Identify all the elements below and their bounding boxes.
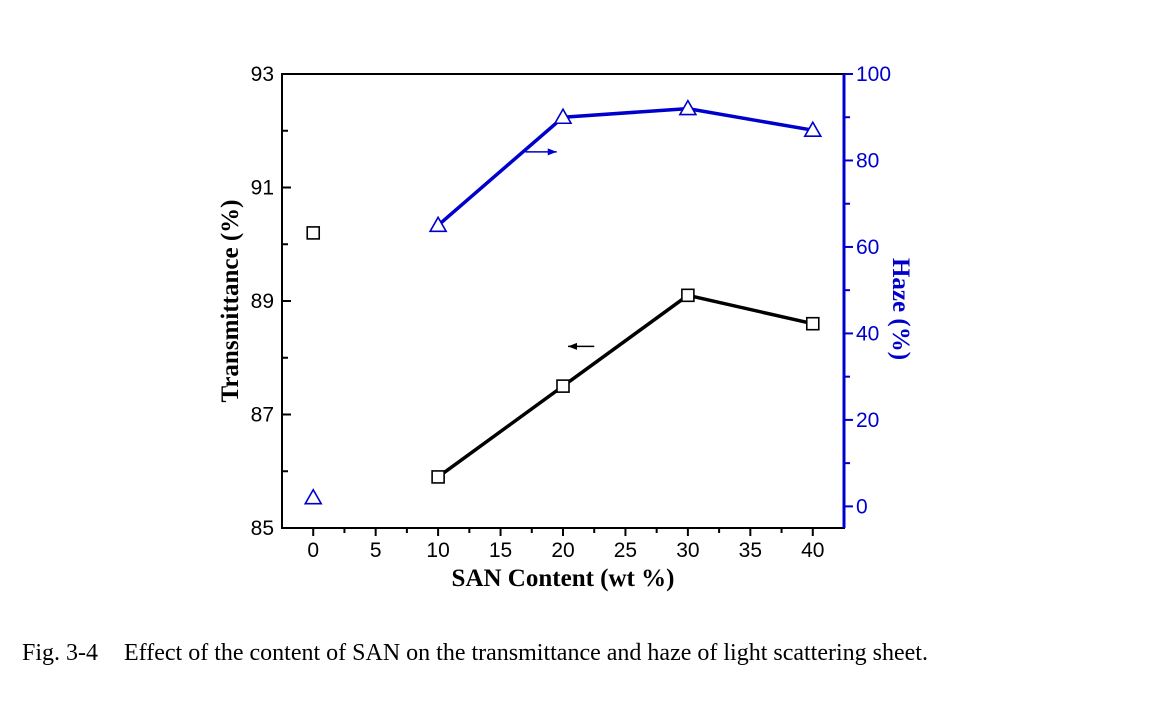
- caption-text: Effect of the content of SAN on the tran…: [124, 640, 928, 666]
- transmittance-marker: [556, 379, 570, 393]
- haze-marker: [678, 98, 698, 116]
- y-axis-title: Transmittance (%): [217, 200, 244, 403]
- haze-marker: [428, 215, 448, 233]
- x-axis-title: SAN Content (wt %): [452, 565, 675, 592]
- x-tick-label: 5: [370, 539, 382, 562]
- y-tick-label: 91: [251, 177, 274, 200]
- x-tick-label: 10: [426, 539, 449, 562]
- x-tick-label: 30: [676, 539, 699, 562]
- figure-caption: Fig. 3-4 Effect of the content of SAN on …: [22, 640, 1142, 667]
- plot-frame: [281, 73, 845, 529]
- caption-number: Fig. 3-4: [22, 640, 99, 666]
- x-tick-label: 35: [739, 539, 762, 562]
- transmittance-marker: [681, 288, 695, 303]
- y2-tick-label: 60: [856, 236, 879, 259]
- x-tick-label: 15: [489, 539, 512, 562]
- axis-ticks: [282, 73, 853, 536]
- x-tick-label: 0: [307, 539, 319, 562]
- haze-marker: [553, 107, 573, 125]
- x-tick-label: 25: [614, 539, 637, 562]
- y2-tick-label: 40: [856, 322, 879, 345]
- x-tick-label: 20: [551, 539, 574, 562]
- y-tick-label: 93: [251, 63, 274, 86]
- y-tick-label: 85: [251, 517, 274, 540]
- y2-tick-label: 80: [856, 149, 879, 172]
- series-markers: [303, 98, 823, 505]
- y2-tick-label: 20: [856, 409, 879, 432]
- annotation-arrow-head: [547, 148, 557, 156]
- transmittance-marker: [306, 226, 321, 240]
- annotation-arrow-head: [567, 342, 577, 350]
- y2-tick-label: 100: [856, 63, 891, 86]
- transmittance-marker: [805, 316, 820, 331]
- x-tick-label: 40: [801, 539, 824, 562]
- haze-marker: [803, 120, 823, 138]
- transmittance-marker: [431, 470, 445, 484]
- y-tick-label: 87: [251, 404, 274, 427]
- haze-marker: [303, 488, 323, 505]
- y-tick-label: 89: [251, 290, 274, 313]
- haze-line: [436, 106, 814, 227]
- y2-axis-title: Haze (%): [887, 258, 914, 360]
- series-lines: [436, 106, 814, 479]
- transmittance-line: [437, 293, 814, 479]
- tick-labels: 0 5 10 15 20 25 30 35 40 85 87 89 91 93 0 20 40 60 80 100: [251, 63, 891, 562]
- y2-tick-label: 0: [856, 495, 868, 518]
- annotation-arrows: [525, 148, 595, 350]
